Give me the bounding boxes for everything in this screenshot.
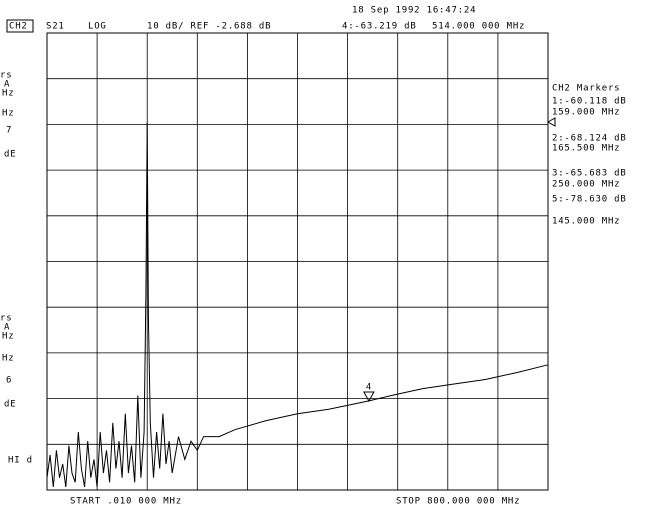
start: START .010 000 MHz <box>70 497 182 507</box>
left-fragment: Hz <box>2 354 14 364</box>
panel-line: 3:-65.683 dB <box>552 169 627 179</box>
panel-line: 2:-68.124 dB <box>552 134 627 144</box>
format: LOG <box>88 22 107 32</box>
marker-value: 4:-63.219 dB <box>342 22 417 32</box>
panel-line: 1:-60.118 dB <box>552 97 627 107</box>
datetime: 18 Sep 1992 16:47:24 <box>352 6 476 16</box>
channel: CH2 <box>9 22 28 32</box>
panel-line: 165.500 MHz <box>552 144 620 154</box>
channel-box <box>6 19 34 33</box>
left-fragment: Hz <box>2 332 14 342</box>
marker-freq: 514.000 000 MHz <box>432 22 525 32</box>
left-fragment: 7 <box>6 126 12 136</box>
panel-line: 159.000 MHz <box>552 108 620 118</box>
trace <box>46 122 549 487</box>
scale: 10 dB/ REF -2.688 dB <box>147 22 271 32</box>
marker-label: 4 <box>366 383 372 393</box>
left-fragment: rs <box>0 314 12 324</box>
panel-line: 145.000 MHz <box>552 217 620 227</box>
left-fragment: Hz <box>2 89 14 99</box>
marker <box>363 391 375 403</box>
left-fragment: A <box>4 80 10 90</box>
panel-line: 250.000 MHz <box>552 180 620 190</box>
left-fragment: Hz <box>2 109 14 119</box>
left-fragment: A <box>4 323 10 333</box>
left-fragment: dE <box>4 150 16 160</box>
left-fragment: rs <box>0 71 12 81</box>
left-fragment: dE <box>4 400 16 410</box>
ref-arrow <box>546 117 556 127</box>
param: S21 <box>46 22 65 32</box>
panel-line: 5:-78.630 dB <box>552 195 627 205</box>
left-fragment: HI d <box>8 456 33 466</box>
stop: STOP 800.000 000 MHz <box>396 497 520 507</box>
left-fragment: 6 <box>6 376 12 386</box>
panel-title: CH2 Markers <box>552 84 620 94</box>
graticule <box>46 32 549 491</box>
